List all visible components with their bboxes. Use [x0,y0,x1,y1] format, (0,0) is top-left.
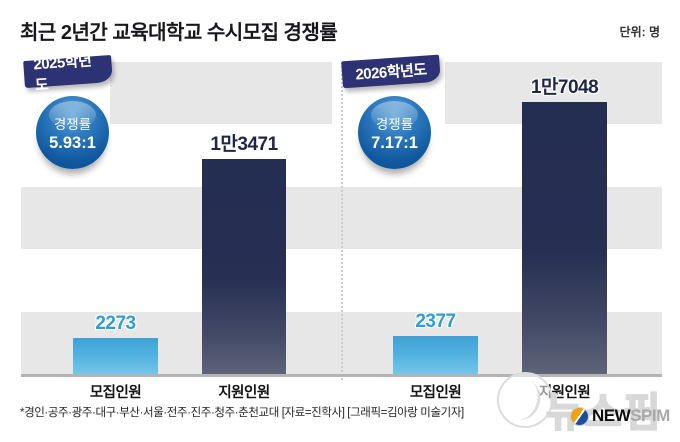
bar-value-label: 2273 [95,313,136,334]
newspim-logo-icon [570,406,589,426]
year-ribbon-2025: 2025학년도 [23,52,113,94]
bar-2026-applicants [522,102,607,374]
panel-divider [341,62,343,380]
newspim-watermark-text: 뉴스핌 [545,390,663,436]
bar-2025-applicants [202,159,286,374]
newspim-logo: NEW SPIM [570,406,670,426]
category-label: 지원인원 [218,385,270,401]
newspim-logo-text-new: NEW [592,406,631,425]
year-ribbon-2026: 2026학년도 [341,54,441,89]
newspim-logo-text-spim: SPIM [630,406,670,425]
year-ribbon-label: 2025학년도 [32,51,92,94]
page-title: 최근 2년간 교육대학교 수시모집 경쟁률 [20,22,338,44]
category-label: 모집인원 [89,385,142,401]
badge-value: 7.17:1 [371,133,418,152]
bar-group-2025-recruited: 2273 [73,313,158,374]
bar-value-label: 1만7048 [530,77,599,98]
bar-2026-recruited [393,336,478,374]
badge-title: 경쟁률 [375,116,414,132]
year-ribbon-label: 2026학년도 [354,61,428,84]
competition-rate-badge-2026: 경쟁률 7.17:1 [358,96,431,169]
bar-group-2025-applicants: 1만3471 [202,129,286,374]
bar-value-label: 1만3471 [210,134,278,155]
newspim-watermark-emblem-icon [497,372,553,428]
x-axis-line [21,374,662,377]
bar-group-2026-recruited: 2377 [393,311,478,374]
footnote: *경인·공주·광주·대구·부산·서울·전주·진주·청주·춘천교대 [자료=진학사… [20,407,464,419]
badge-title: 경쟁률 [53,116,92,132]
bar-group-2026-applicants: 1만7048 [522,72,607,374]
badge-value: 5.93:1 [49,133,96,152]
competition-rate-badge-2025: 경쟁률 5.93:1 [36,96,109,169]
category-label: 모집인원 [409,385,462,401]
bar-2025-recruited [73,338,158,374]
unit-label: 단위: 명 [619,25,660,39]
bg-stripe [110,62,332,124]
bar-value-label: 2377 [415,311,456,332]
